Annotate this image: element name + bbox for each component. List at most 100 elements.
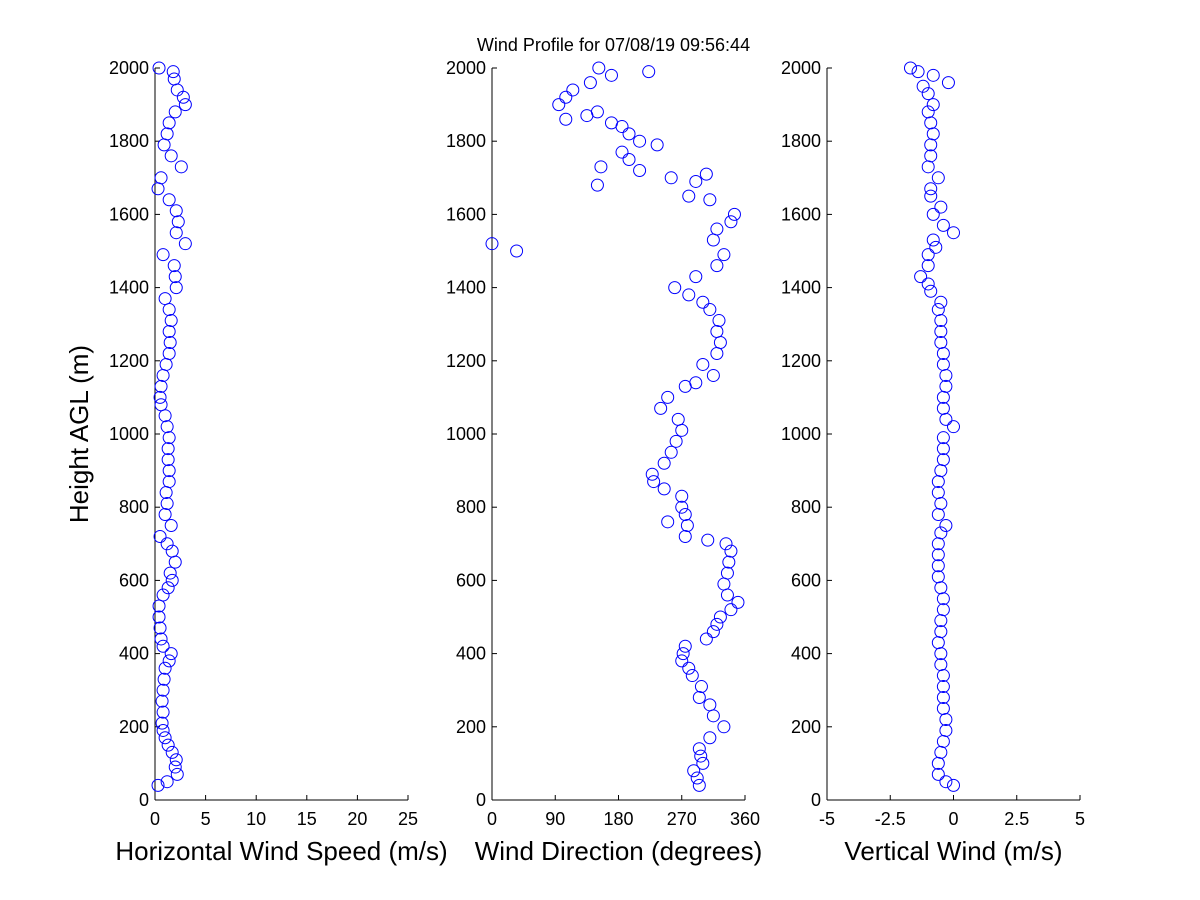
point xyxy=(934,526,948,540)
x-tick-label: 360 xyxy=(730,809,760,829)
point xyxy=(687,764,701,778)
point xyxy=(717,720,731,734)
point xyxy=(724,215,738,229)
point xyxy=(552,98,566,112)
point xyxy=(654,401,668,415)
point xyxy=(169,226,183,240)
point xyxy=(657,456,671,470)
point xyxy=(931,756,945,770)
point xyxy=(722,555,736,569)
point xyxy=(604,116,618,130)
point xyxy=(168,555,182,569)
point xyxy=(939,712,953,726)
point xyxy=(727,207,741,221)
point xyxy=(692,691,706,705)
point xyxy=(510,244,524,258)
point xyxy=(934,336,948,349)
point xyxy=(936,357,950,371)
point xyxy=(664,445,678,459)
x-tick-label: 10 xyxy=(246,809,266,829)
y-tick-label: 1800 xyxy=(781,131,821,151)
point xyxy=(162,464,176,478)
point xyxy=(675,500,689,514)
x-tick-label: 0 xyxy=(948,809,958,829)
point xyxy=(936,453,950,467)
point xyxy=(592,61,606,75)
x-tick-label: 5 xyxy=(201,809,211,829)
point xyxy=(678,639,692,653)
point xyxy=(160,127,174,141)
y-tick-label: 1600 xyxy=(446,204,486,224)
point xyxy=(682,288,696,302)
point xyxy=(165,544,179,558)
point xyxy=(710,617,724,631)
point xyxy=(158,508,172,522)
point xyxy=(936,442,950,456)
point xyxy=(566,83,580,97)
point xyxy=(169,204,183,218)
point xyxy=(647,475,661,489)
y-tick-label: 1800 xyxy=(446,131,486,151)
y-tick-label: 1200 xyxy=(446,351,486,371)
point xyxy=(724,603,738,617)
point xyxy=(703,303,717,317)
point xyxy=(931,171,945,185)
x-axis-label: Horizontal Wind Speed (m/s) xyxy=(115,836,447,866)
point xyxy=(594,160,608,174)
point xyxy=(934,581,948,595)
point xyxy=(170,767,184,781)
point xyxy=(590,178,604,192)
point xyxy=(661,515,675,529)
point xyxy=(724,544,738,558)
y-tick-label: 1400 xyxy=(109,278,149,298)
point xyxy=(664,171,678,185)
point xyxy=(936,691,950,705)
point xyxy=(153,529,167,543)
point xyxy=(926,207,940,221)
y-tick-label: 200 xyxy=(456,717,486,737)
point xyxy=(924,116,938,130)
x-axis-label: Vertical Wind (m/s) xyxy=(844,836,1062,866)
point xyxy=(934,745,948,759)
y-tick-label: 400 xyxy=(119,644,149,664)
point xyxy=(694,749,708,763)
point xyxy=(939,379,953,393)
point xyxy=(158,292,172,306)
point xyxy=(710,325,724,339)
point xyxy=(155,694,169,708)
point xyxy=(167,72,181,86)
point xyxy=(161,738,175,752)
point xyxy=(156,248,170,262)
point xyxy=(668,281,682,295)
point xyxy=(690,771,704,785)
point xyxy=(926,98,940,112)
x-tick-label: 15 xyxy=(297,809,317,829)
point xyxy=(645,467,659,481)
point xyxy=(583,76,597,90)
point xyxy=(717,248,731,262)
point xyxy=(926,233,940,247)
point xyxy=(622,153,636,166)
point xyxy=(156,639,170,653)
point xyxy=(162,303,176,317)
point xyxy=(675,654,689,668)
point xyxy=(706,709,720,723)
x-tick-label: 2.5 xyxy=(1004,809,1029,829)
point xyxy=(936,734,950,748)
point xyxy=(939,519,953,532)
point xyxy=(163,566,177,580)
point xyxy=(164,314,178,328)
point xyxy=(934,325,948,339)
point xyxy=(903,61,917,75)
point xyxy=(936,218,950,232)
point xyxy=(934,625,948,639)
point xyxy=(176,90,190,104)
point xyxy=(154,632,168,646)
point xyxy=(155,716,169,730)
point xyxy=(162,346,176,360)
point xyxy=(947,420,960,434)
point xyxy=(160,537,174,551)
point xyxy=(151,778,165,792)
point xyxy=(934,295,948,309)
point xyxy=(921,248,935,262)
